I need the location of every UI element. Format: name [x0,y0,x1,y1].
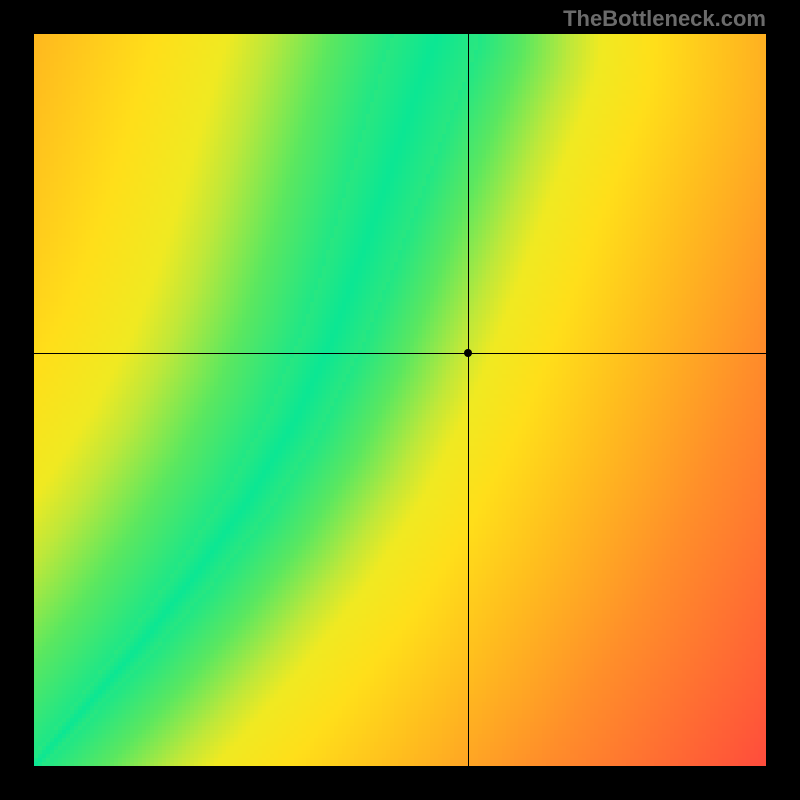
heatmap-plot [34,34,766,766]
heatmap-canvas [34,34,766,766]
watermark-text: TheBottleneck.com [563,6,766,32]
root-container: TheBottleneck.com [0,0,800,800]
